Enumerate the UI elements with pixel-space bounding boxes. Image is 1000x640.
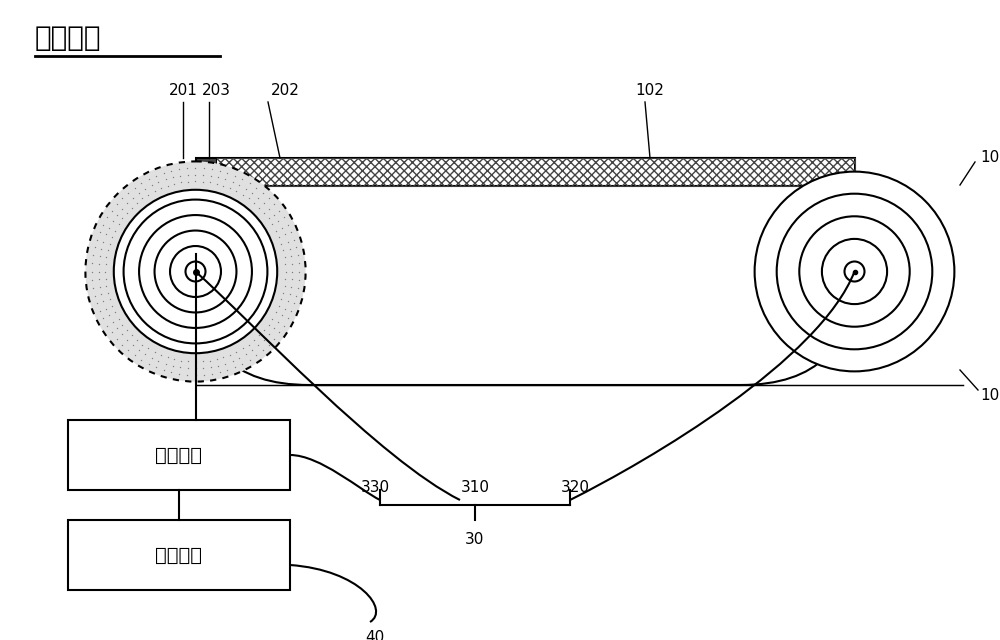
Bar: [68, 420, 290, 490]
Circle shape: [85, 161, 306, 381]
Text: 第二状态: 第二状态: [35, 24, 102, 52]
Bar: [196, 158, 216, 186]
Text: 201: 201: [169, 83, 197, 98]
Text: 310: 310: [460, 480, 490, 495]
Text: 330: 330: [360, 480, 390, 495]
Bar: [196, 158, 854, 186]
Bar: [68, 520, 290, 590]
Text: 101: 101: [980, 387, 1000, 403]
Text: 控制模块: 控制模块: [156, 545, 202, 564]
Text: 40: 40: [365, 630, 385, 640]
Text: 10: 10: [980, 150, 999, 166]
Bar: [196, 158, 854, 186]
Text: 102: 102: [636, 83, 664, 98]
Circle shape: [755, 172, 954, 371]
Text: 30: 30: [465, 532, 485, 547]
Text: 202: 202: [271, 83, 299, 98]
Text: 203: 203: [202, 83, 230, 98]
Circle shape: [114, 190, 277, 353]
Text: 320: 320: [560, 480, 590, 495]
FancyBboxPatch shape: [196, 158, 854, 385]
Text: 驱动组件: 驱动组件: [156, 445, 202, 465]
